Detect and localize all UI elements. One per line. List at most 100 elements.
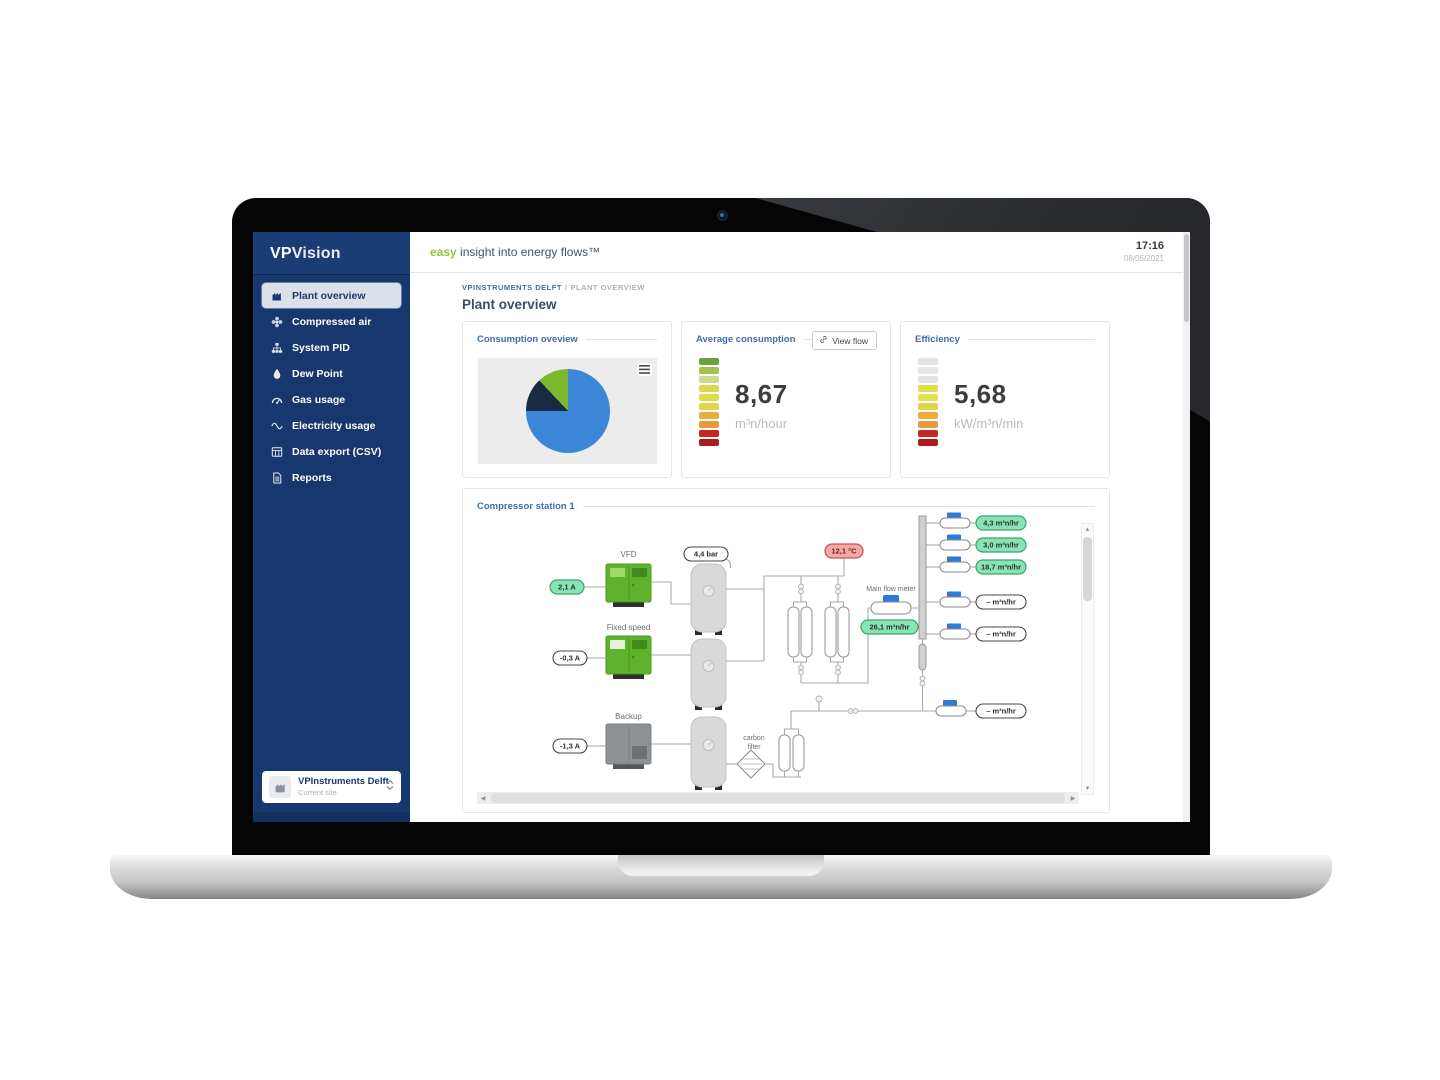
clock: 17:16 08/05/2021: [1124, 239, 1164, 265]
laptop-base: [110, 855, 1332, 899]
breadcrumb-site[interactable]: VPINSTRUMENTS DELFT: [462, 283, 562, 292]
sidebar-item-label: Compressed air: [292, 315, 372, 328]
svg-text:-1,3 A: -1,3 A: [560, 742, 581, 751]
report-icon: [271, 472, 283, 484]
station-title: Compressor station 1: [477, 501, 575, 512]
sidebar-item-compressed-air[interactable]: Compressed air: [262, 309, 401, 334]
building-icon: [269, 776, 291, 798]
app-logo: VPVision: [253, 232, 410, 275]
diagram-horizontal-scrollbar[interactable]: ◀ ▶: [477, 792, 1079, 804]
vfd-label: VFD: [621, 550, 637, 559]
sidebar-item-label: Plant overview: [292, 289, 366, 302]
backup-compressor: [605, 723, 652, 769]
sidebar-item-electricity-usage[interactable]: Electricity usage: [262, 413, 401, 438]
logo-vp: VP: [270, 245, 292, 262]
topbar: easy insight into energy flows™ 17:16 08…: [410, 232, 1190, 273]
sidebar-item-label: Gas usage: [292, 393, 346, 406]
sidebar-item-label: System PID: [292, 341, 350, 354]
pie-chart: [525, 369, 610, 453]
tagline: easy insight into energy flows™: [430, 245, 600, 259]
branch-flow-pill: 3,0 m³n/hr: [975, 537, 1027, 553]
breadcrumb-separator: /: [564, 283, 568, 292]
main-area: easy insight into energy flows™ 17:16 08…: [410, 232, 1190, 822]
title-rule: [585, 339, 657, 340]
metric: 8,67 m³n/hour: [735, 379, 788, 446]
fan-icon: [271, 316, 283, 328]
logo-vision: Vision: [291, 245, 341, 262]
efficiency-card: Efficiency 5,68 kW/m³n/min: [900, 321, 1110, 478]
site-subtitle: Current site: [298, 788, 337, 798]
sidebar-item-plant-overview[interactable]: Plant overview: [262, 283, 401, 308]
page-title: Plant overview: [462, 297, 557, 312]
scroll-down-arrow[interactable]: ▼: [1084, 785, 1091, 792]
clock-time: 17:16: [1135, 240, 1164, 253]
svg-text:-0,3 A: -0,3 A: [560, 654, 581, 663]
sidebar-item-data-export[interactable]: Data export (CSV): [262, 439, 401, 464]
sidebar-nav: Plant overview Compressed air System PID…: [253, 275, 410, 762]
title-rule: [582, 506, 1095, 507]
scroll-thumb[interactable]: [491, 793, 1065, 803]
sidebar: VPVision Plant overview Compressed air S…: [253, 232, 410, 822]
laptop-screen: VPVision Plant overview Compressed air S…: [232, 198, 1210, 855]
average-consumption-card: Average consumption View flow 8,67 m³n/h…: [681, 321, 891, 478]
chart-menu-icon[interactable]: [637, 363, 652, 376]
scroll-right-arrow[interactable]: ▶: [1070, 795, 1076, 802]
svg-text:3,0 m³n/hr: 3,0 m³n/hr: [983, 541, 1019, 550]
sidebar-item-system-pid[interactable]: System PID: [262, 335, 401, 360]
consumption-gauge: [699, 358, 719, 446]
main-flow-meter-label: Main flow meter: [866, 586, 916, 593]
branch-flow-pill: – m³n/hr: [975, 626, 1027, 642]
compressor-station-card: VFD Fixed speed Backup carbon filter Mai…: [462, 488, 1110, 813]
air-manifold: [918, 515, 927, 640]
sidebar-item-gas-usage[interactable]: Gas usage: [262, 387, 401, 412]
tagline-rest: insight into energy flows™: [456, 245, 601, 259]
carbon-filter-label: carbon: [743, 735, 765, 742]
carbon-filter: [736, 749, 766, 779]
metric-value: 8,67: [735, 379, 788, 409]
efficiency-gauge: [918, 358, 938, 446]
station-diagram: VFD Fixed speed Backup carbon filter Mai…: [549, 512, 1027, 790]
branch-flow-pill: 18,7 m³n/hr: [975, 559, 1027, 575]
vpvision-app: VPVision Plant overview Compressed air S…: [253, 232, 1190, 822]
desiccant-dryer-towers: [787, 606, 850, 658]
webcam-dot: [717, 210, 728, 221]
scroll-thumb[interactable]: [1083, 537, 1092, 601]
metric-unit: kW/m³n/min: [954, 416, 1024, 431]
receiver-tank-2: [690, 638, 727, 710]
table-icon: [271, 446, 283, 458]
vfd-compressor: [605, 563, 652, 607]
laptop-base-notch: [618, 855, 824, 876]
sidebar-item-label: Reports: [292, 471, 332, 484]
scroll-thumb[interactable]: [1184, 234, 1189, 322]
view-flow-button[interactable]: View flow: [812, 331, 877, 350]
card-title: Consumption oveview: [477, 334, 578, 345]
pressure-pill: 4,4 bar: [683, 546, 729, 562]
svg-text:filter: filter: [747, 744, 761, 751]
view-flow-label: View flow: [832, 335, 868, 346]
main-flow-meter: [870, 595, 912, 615]
breadcrumb: VPINSTRUMENTS DELFT / PLANT OVERVIEW: [462, 283, 1190, 292]
tagline-highlight: easy: [430, 245, 457, 259]
site-selector[interactable]: VPInstruments Delft Current site: [262, 771, 401, 803]
sidebar-item-dew-point[interactable]: Dew Point: [262, 361, 401, 386]
svg-text:18,7 m³n/hr: 18,7 m³n/hr: [981, 563, 1021, 572]
svg-text:– m³n/hr: – m³n/hr: [986, 707, 1016, 716]
svg-text:26,1 m³n/hr: 26,1 m³n/hr: [869, 623, 909, 632]
vfd-current-pill: 2,1 A: [549, 579, 585, 595]
diagram-vertical-scrollbar[interactable]: ▲ ▼: [1081, 523, 1094, 795]
link-icon: [819, 335, 828, 346]
sidebar-item-reports[interactable]: Reports: [262, 465, 401, 490]
scroll-left-arrow[interactable]: ◀: [480, 795, 486, 802]
sidebar-item-label: Data export (CSV): [292, 445, 382, 458]
backup-current-pill: -1,3 A: [552, 738, 588, 754]
svg-text:4,4 bar: 4,4 bar: [694, 550, 718, 559]
page-content: VPINSTRUMENTS DELFT / PLANT OVERVIEW Plant…: [410, 273, 1190, 813]
droplet-icon: [271, 368, 283, 380]
factory-icon: [271, 290, 283, 302]
scroll-up-arrow[interactable]: ▲: [1084, 526, 1091, 533]
backup-label: Backup: [615, 712, 642, 721]
branch-flow-meters: [935, 512, 971, 717]
fixed-speed-current-pill: -0,3 A: [552, 650, 588, 666]
app-vertical-scrollbar[interactable]: [1183, 232, 1190, 822]
